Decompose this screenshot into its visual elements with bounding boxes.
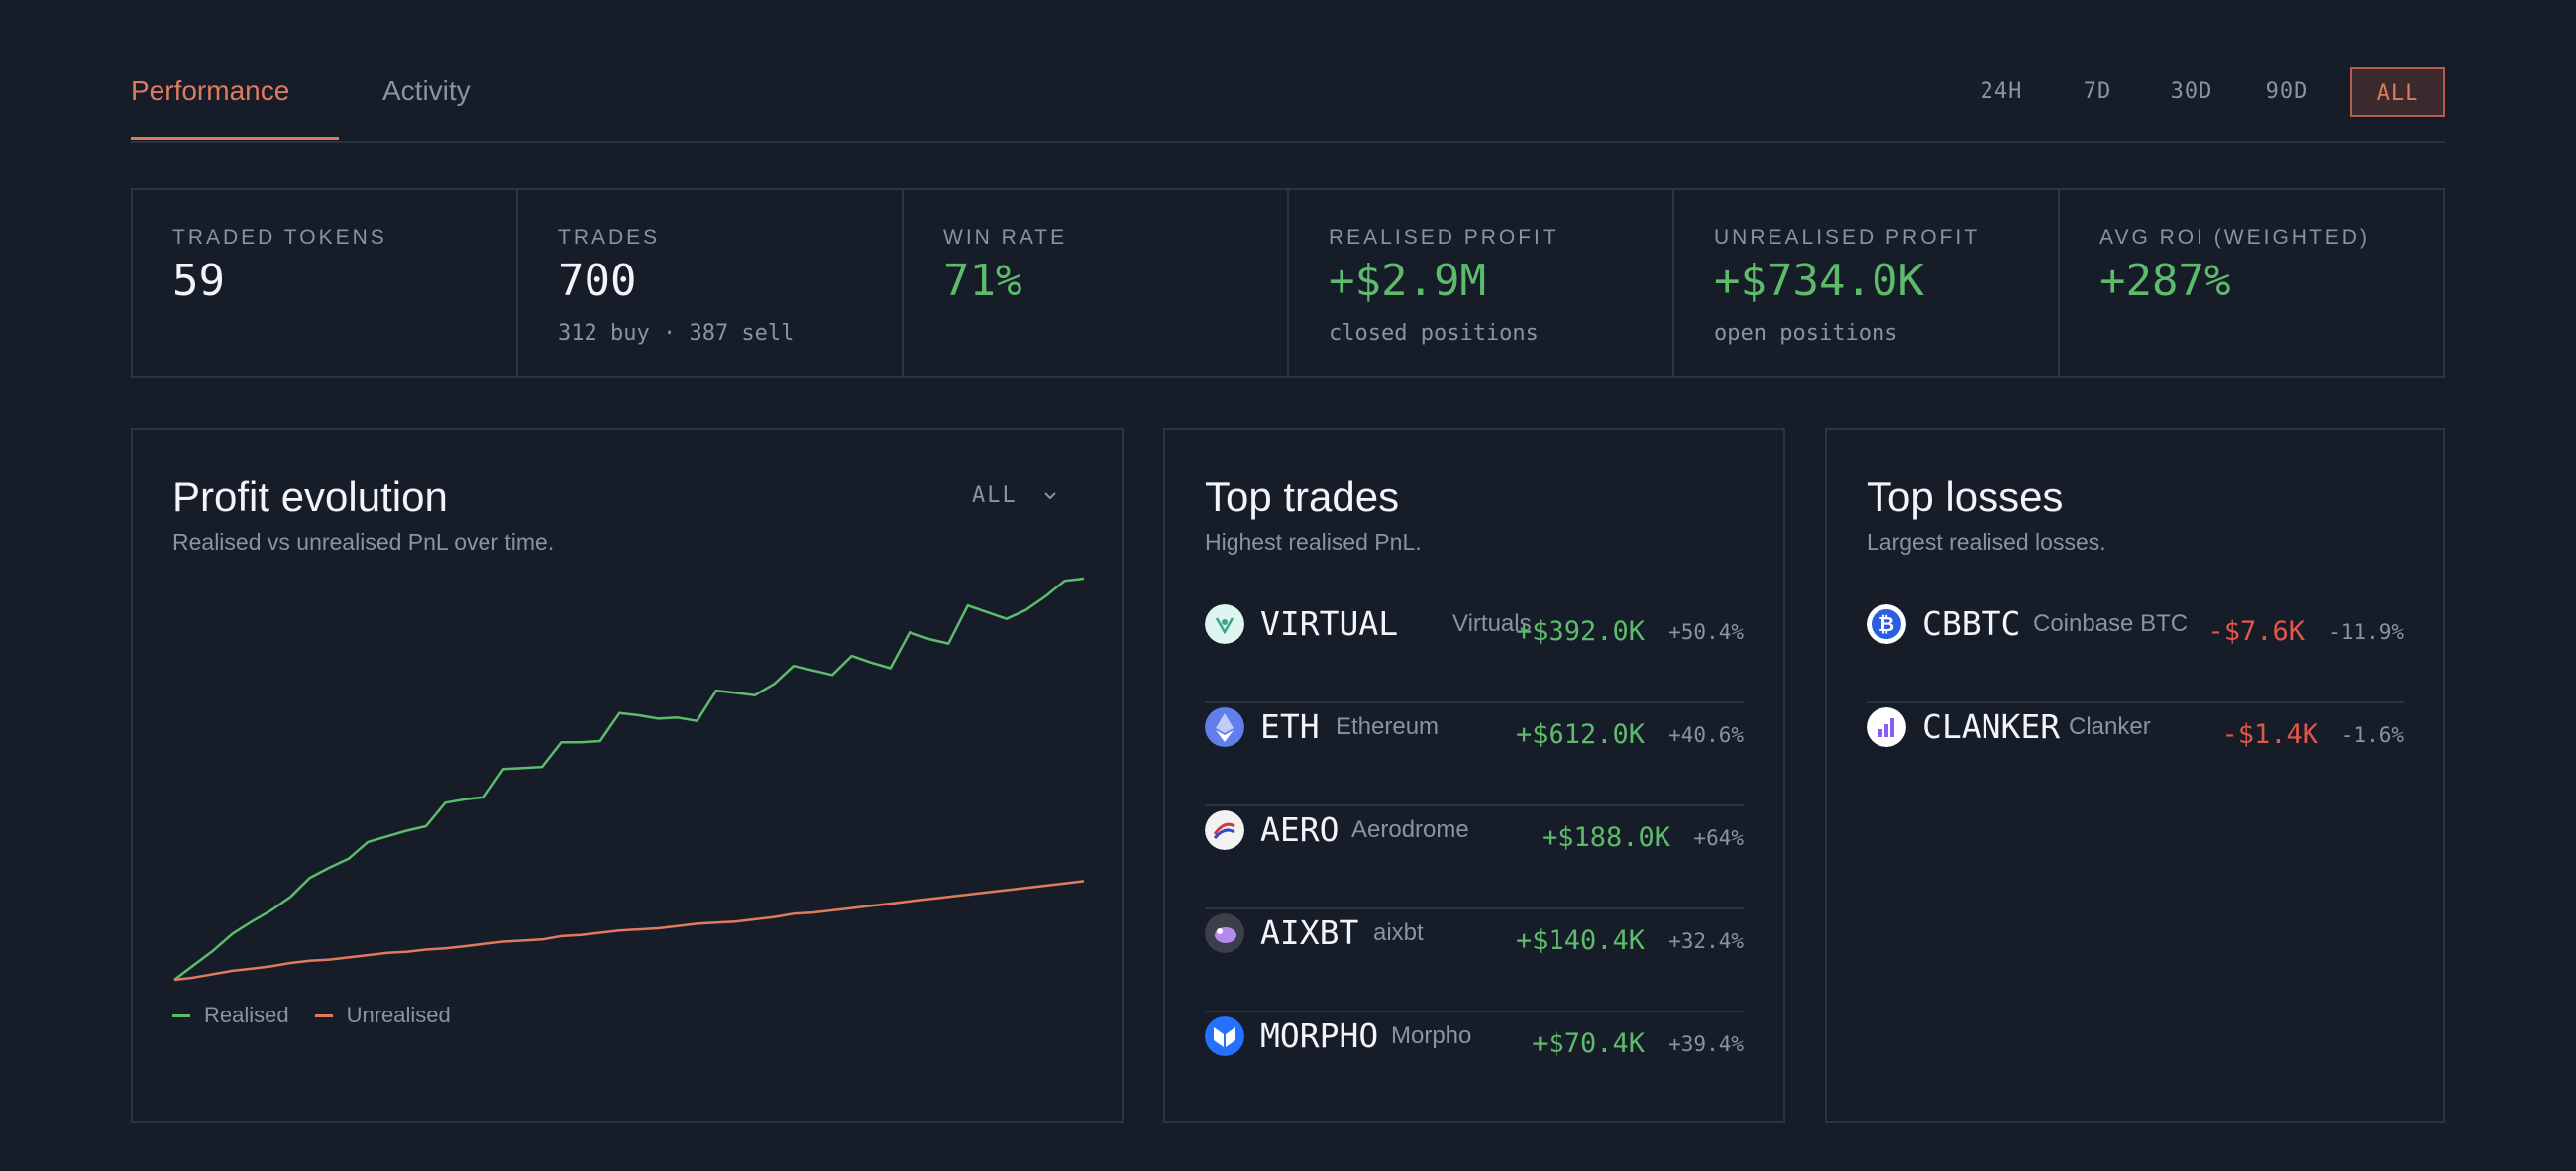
panel-subtitle: Largest realised losses. xyxy=(1867,529,2106,555)
token-pnl: +$188.0K xyxy=(1541,822,1670,853)
stat-label: AVG ROI (WEIGHTED) xyxy=(2099,226,2370,249)
token-name: Aerodrome xyxy=(1351,816,1469,843)
legend-item-unrealised: Unrealised xyxy=(314,1003,451,1028)
token-name: Clanker xyxy=(2069,713,2151,740)
token-symbol: MORPHO xyxy=(1260,1016,1379,1055)
stat-value: +287% xyxy=(2099,256,2231,306)
panel-subtitle: Realised vs unrealised PnL over time. xyxy=(172,529,555,555)
token-roi: +50.4% xyxy=(1668,620,1744,644)
loss-row-clanker[interactable]: CLANKER Clanker -$1.4K -1.6% xyxy=(1867,701,2404,804)
legend-label: Realised xyxy=(204,1003,289,1027)
token-symbol: AERO xyxy=(1260,810,1340,849)
tab-bar: Performance Activity 24H 7D 30D 90D ALL xyxy=(131,0,2445,143)
token-symbol: CLANKER xyxy=(1922,707,2061,746)
stat-value: 700 xyxy=(558,256,637,306)
stat-realised-profit: REALISED PROFIT +$2.9M closed positions xyxy=(1289,190,1674,376)
range-7d-button[interactable]: 7D xyxy=(2083,79,2112,104)
active-tab-indicator xyxy=(131,137,339,140)
svg-text:₿: ₿ xyxy=(1878,612,1894,636)
token-pnl: +$140.4K xyxy=(1515,925,1645,956)
panel-title: Top trades xyxy=(1205,474,1400,520)
aixbt-icon xyxy=(1205,913,1244,953)
range-select-value: ALL xyxy=(972,483,1018,508)
token-roi: +39.4% xyxy=(1668,1032,1744,1056)
range-all-button[interactable]: ALL xyxy=(2350,67,2445,117)
token-pnl: -$1.4K xyxy=(2221,719,2318,750)
token-pnl: +$70.4K xyxy=(1532,1028,1645,1059)
token-symbol: ETH xyxy=(1260,707,1320,746)
trade-row-eth[interactable]: ETH Ethereum +$612.0K +40.6% xyxy=(1205,701,1744,806)
token-name: Morpho xyxy=(1391,1022,1472,1049)
stat-label: TRADED TOKENS xyxy=(172,226,387,249)
top-losses-panel: Top losses Largest realised losses. ₿ CB… xyxy=(1825,428,2445,1123)
range-select-dropdown[interactable]: ALL xyxy=(972,483,1058,508)
token-roi: -1.6% xyxy=(2340,723,2404,747)
profit-evolution-panel: Profit evolution Realised vs unrealised … xyxy=(131,428,1124,1123)
token-symbol: VIRTUAL xyxy=(1260,604,1399,643)
stat-label: UNREALISED PROFIT xyxy=(1714,226,1981,249)
trade-row-aero[interactable]: AERO Aerodrome +$188.0K +64% xyxy=(1205,804,1744,909)
token-roi: +32.4% xyxy=(1668,929,1744,953)
bitcoin-icon: ₿ xyxy=(1867,604,1906,644)
stat-value: 59 xyxy=(172,256,225,306)
legend-label: Unrealised xyxy=(346,1003,451,1027)
legend-swatch-unrealised xyxy=(314,1013,333,1017)
stat-trades: TRADES 700 312 buy · 387 sell xyxy=(518,190,904,376)
legend-item-realised: Realised xyxy=(172,1003,289,1028)
chevron-down-icon xyxy=(1044,492,1056,500)
token-symbol: AIXBT xyxy=(1260,913,1359,952)
aerodrome-icon xyxy=(1205,810,1244,850)
token-name: Virtuals xyxy=(1452,610,1532,637)
token-roi: +64% xyxy=(1693,826,1744,850)
token-pnl: +$612.0K xyxy=(1515,719,1645,750)
token-roi: +40.6% xyxy=(1668,723,1744,747)
token-name: Ethereum xyxy=(1336,713,1440,740)
range-24h-button[interactable]: 24H xyxy=(1980,79,2023,104)
range-30d-button[interactable]: 30D xyxy=(2170,79,2213,104)
stat-value: +$2.9M xyxy=(1329,256,1486,306)
stat-avg-roi: AVG ROI (WEIGHTED) +287% xyxy=(2060,190,2443,376)
top-trades-panel: Top trades Highest realised PnL. VIRTUAL… xyxy=(1163,428,1785,1123)
trade-row-aixbt[interactable]: AIXBT aixbt +$140.4K +32.4% xyxy=(1205,907,1744,1012)
series-line-unrealised xyxy=(173,880,1085,982)
stat-value: 71% xyxy=(943,256,1022,306)
panel-subtitle: Highest realised PnL. xyxy=(1205,529,1422,555)
stats-summary: TRADED TOKENS 59 TRADES 700 312 buy · 38… xyxy=(131,188,2445,378)
range-90d-button[interactable]: 90D xyxy=(2265,79,2308,104)
trade-row-morpho[interactable]: MORPHO Morpho +$70.4K +39.4% xyxy=(1205,1011,1744,1114)
stat-traded-tokens: TRADED TOKENS 59 xyxy=(133,190,518,376)
stat-label: REALISED PROFIT xyxy=(1329,226,1558,249)
token-pnl: -$7.6K xyxy=(2207,616,2305,647)
stat-subtext: open positions xyxy=(1714,321,1898,346)
loss-row-cbbtc[interactable]: ₿ CBBTC Coinbase BTC -$7.6K -11.9% xyxy=(1867,598,2404,703)
legend-swatch-realised xyxy=(172,1013,190,1017)
stat-unrealised-profit: UNREALISED PROFIT +$734.0K open position… xyxy=(1674,190,2060,376)
tab-activity[interactable]: Activity xyxy=(382,75,471,106)
stat-win-rate: WIN RATE 71% xyxy=(904,190,1289,376)
token-name: Coinbase BTC xyxy=(2033,610,2189,637)
token-symbol: CBBTC xyxy=(1922,604,2021,643)
series-line-realised xyxy=(173,577,1085,981)
profit-line-chart xyxy=(173,577,1085,982)
chart-legend: Realised Unrealised xyxy=(172,1003,451,1028)
token-pnl: +$392.0K xyxy=(1515,616,1645,647)
stat-value: +$734.0K xyxy=(1714,256,1924,306)
stat-subtext: closed positions xyxy=(1329,321,1539,346)
stat-subtext: 312 buy · 387 sell xyxy=(558,321,795,346)
panel-title: Top losses xyxy=(1867,474,2064,520)
tab-performance[interactable]: Performance xyxy=(131,75,290,106)
token-name: aixbt xyxy=(1373,919,1424,946)
ethereum-icon xyxy=(1205,707,1244,747)
token-roi: -11.9% xyxy=(2328,620,2404,644)
panel-title: Profit evolution xyxy=(172,474,448,520)
morpho-icon xyxy=(1205,1016,1244,1056)
virtuals-icon xyxy=(1205,604,1244,644)
trade-row-virtual[interactable]: VIRTUAL Virtuals +$392.0K +50.4% xyxy=(1205,598,1744,703)
clanker-icon xyxy=(1867,707,1906,747)
stat-label: TRADES xyxy=(558,226,661,249)
stat-label: WIN RATE xyxy=(943,226,1068,249)
